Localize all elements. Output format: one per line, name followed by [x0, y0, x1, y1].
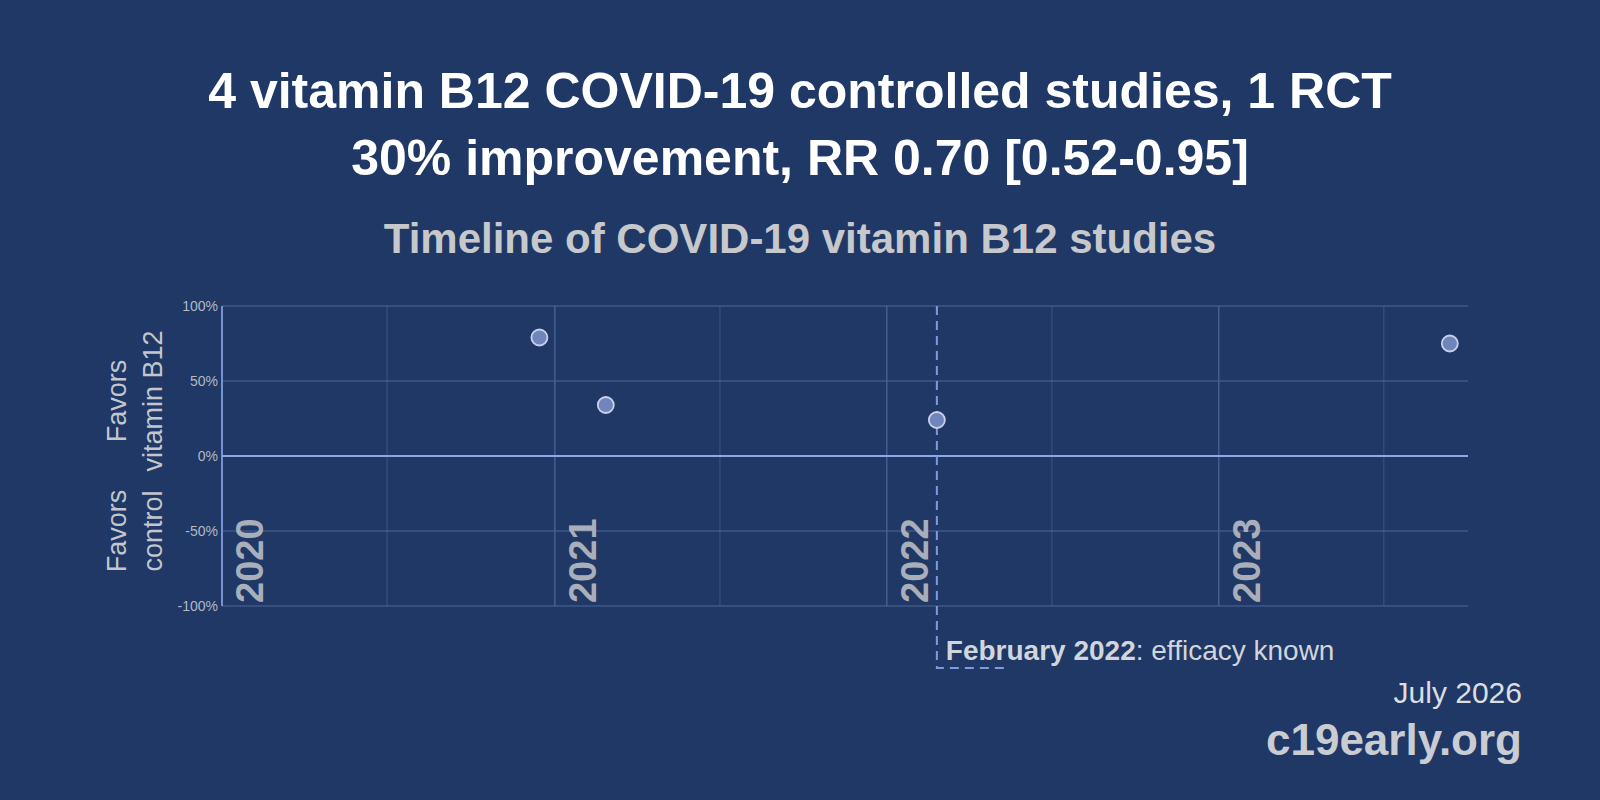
y-grid-line: [222, 305, 1468, 306]
grid: [222, 306, 1468, 606]
y-tick-label: -50%: [185, 523, 218, 539]
study-point: [929, 412, 945, 428]
annotation-rest: : efficacy known: [1136, 635, 1335, 666]
y-grid-line: [222, 380, 1468, 381]
x-tick-label: 2022: [894, 518, 936, 603]
y-tick-label: -100%: [178, 598, 218, 614]
chart: 4 vitamin B12 COVID-19 controlled studie…: [0, 0, 1600, 800]
y-tick-label: 100%: [182, 298, 218, 314]
background: [0, 0, 1600, 800]
y-tick-label: 0%: [198, 448, 218, 464]
y-axis-title-line: Favors: [102, 360, 132, 443]
study-point: [598, 397, 614, 413]
y-grid-line: [222, 605, 1468, 606]
x-tick-label: 2020: [229, 518, 271, 603]
plot-title: Timeline of COVID-19 vitamin B12 studies: [384, 215, 1216, 262]
x-grid-line: [221, 306, 222, 606]
y-axis-title-text: Favorsvitamin B12: [102, 330, 168, 471]
y-tick-label: 50%: [190, 373, 218, 389]
subtitle: 30% improvement, RR 0.70 [0.52-0.95]: [351, 130, 1249, 186]
source: c19early.org: [1266, 715, 1522, 764]
y-axis-title-line: Favors: [102, 490, 132, 573]
y-grid-line: [222, 530, 1468, 531]
y-axis-title: Favorscontrol: [102, 490, 168, 573]
x-tick-label: 2023: [1226, 518, 1268, 603]
annotation-date: February 2022: [946, 635, 1136, 666]
y-grid-line: [222, 455, 1468, 457]
annotation-text: February 2022: efficacy known: [946, 635, 1335, 666]
title: 4 vitamin B12 COVID-19 controlled studie…: [208, 63, 1392, 119]
annotation-line: [937, 306, 1005, 668]
x-tick-label: 2021: [562, 518, 604, 603]
y-axis-title-line: vitamin B12: [138, 330, 168, 471]
date: July 2026: [1394, 676, 1522, 709]
y-axis-title-line: control: [138, 490, 168, 571]
points: [531, 330, 1457, 429]
study-point: [1442, 336, 1458, 352]
study-point: [531, 330, 547, 346]
y-axis-line: [221, 306, 223, 606]
y-axis-title-text: Favorscontrol: [102, 490, 168, 573]
y-axis-title: Favorsvitamin B12: [102, 330, 168, 471]
